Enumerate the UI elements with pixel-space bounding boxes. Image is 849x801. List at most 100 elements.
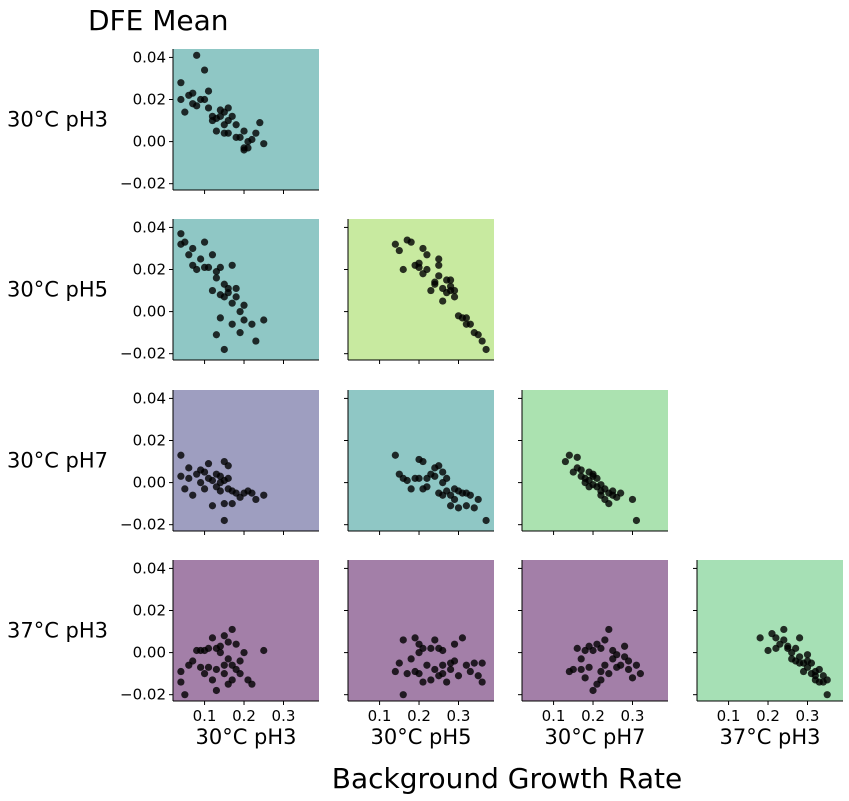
data-point	[450, 640, 459, 648]
panel-r3-c3: 0.1 0.2 0.3	[693, 560, 843, 725]
data-point	[224, 474, 232, 482]
data-point	[399, 636, 407, 644]
data-point	[224, 680, 232, 688]
panel-background	[522, 560, 668, 701]
data-point	[204, 460, 213, 468]
y-tick-label: 0.00	[133, 644, 166, 662]
data-point	[212, 127, 221, 135]
data-point	[391, 240, 399, 248]
data-point	[450, 286, 459, 295]
data-point	[439, 670, 447, 678]
chart-title: DFE Mean	[88, 4, 229, 37]
x-axis-label: Background Growth Rate	[332, 762, 682, 795]
data-point	[204, 87, 213, 95]
data-point	[212, 665, 221, 674]
data-point	[252, 129, 260, 137]
data-point	[474, 495, 482, 504]
data-point	[589, 646, 597, 655]
data-point	[573, 644, 581, 652]
data-point	[435, 272, 443, 280]
data-point	[823, 691, 831, 699]
data-point	[181, 691, 189, 699]
data-point	[482, 345, 490, 354]
data-point	[605, 670, 613, 678]
data-point	[395, 246, 403, 255]
panel-background	[173, 390, 319, 531]
data-point	[446, 665, 455, 674]
data-point	[224, 129, 232, 137]
data-point	[474, 331, 482, 339]
data-point	[256, 119, 264, 127]
data-point	[423, 661, 431, 669]
y-tick-label: 0.04	[133, 218, 166, 236]
data-point	[232, 293, 240, 301]
data-point	[466, 667, 474, 676]
y-tick-label: 0.02	[133, 261, 166, 279]
data-point	[407, 238, 415, 246]
data-point	[200, 485, 209, 493]
data-point	[423, 265, 431, 274]
data-point	[189, 89, 197, 97]
data-point	[419, 457, 427, 466]
data-point	[423, 483, 431, 491]
data-point	[224, 638, 232, 646]
y-tick-label: 0.02	[133, 602, 166, 620]
data-point	[470, 504, 478, 512]
data-point	[248, 320, 256, 328]
data-point	[216, 642, 224, 650]
data-point	[439, 661, 447, 669]
data-point	[815, 665, 823, 674]
col-label: 37°C pH3	[719, 725, 820, 749]
data-point	[208, 251, 217, 259]
data-point	[181, 485, 189, 493]
x-tick-label: 0.2	[756, 707, 780, 725]
data-point	[208, 634, 217, 642]
data-point	[407, 655, 415, 663]
data-point	[204, 663, 213, 671]
row-labels-group: 30°C pH3 30°C pH5 30°C pH7 37°C pH3	[7, 108, 108, 643]
data-point	[236, 657, 244, 665]
data-point	[181, 238, 189, 246]
panel-r2-c2	[518, 390, 668, 535]
x-tick-label: 0.3	[621, 707, 645, 725]
data-point	[427, 644, 435, 652]
data-point	[431, 665, 439, 674]
panel-r0-c0: −0.02 0.00 0.02 0.04	[120, 48, 319, 194]
data-point	[807, 659, 816, 667]
data-point	[581, 674, 589, 682]
data-point	[220, 632, 228, 640]
data-point	[573, 464, 581, 472]
y-tick-label: 0.04	[133, 48, 166, 66]
data-point	[431, 280, 439, 288]
data-point	[573, 453, 581, 461]
data-point	[216, 314, 224, 322]
data-point	[811, 676, 819, 684]
y-tick-label: 0.04	[133, 389, 166, 407]
data-point	[177, 230, 185, 238]
data-point	[419, 244, 427, 253]
data-point	[780, 625, 788, 634]
data-point	[208, 476, 217, 485]
x-tick-label: 0.3	[272, 707, 296, 725]
data-point	[189, 491, 197, 499]
panel-background	[348, 219, 494, 360]
data-point	[212, 686, 221, 695]
panel-r1-c0: −0.02 0.00 0.02 0.04	[120, 218, 319, 364]
data-point	[260, 140, 268, 148]
data-point	[177, 95, 185, 104]
panel-background	[173, 49, 319, 190]
x-tick-label: 0.2	[232, 707, 256, 725]
col-label: 30°C pH5	[370, 725, 471, 749]
data-point	[764, 646, 772, 655]
data-point	[632, 661, 641, 669]
panel-r1-c1	[344, 219, 494, 364]
y-tick-label: 0.02	[133, 432, 166, 450]
data-point	[232, 640, 240, 648]
data-point	[260, 316, 268, 324]
data-point	[224, 289, 232, 297]
data-point	[193, 102, 201, 110]
data-point	[395, 659, 403, 667]
panel-r3-c2: 0.1 0.2 0.3	[518, 560, 668, 725]
data-point	[454, 672, 463, 680]
